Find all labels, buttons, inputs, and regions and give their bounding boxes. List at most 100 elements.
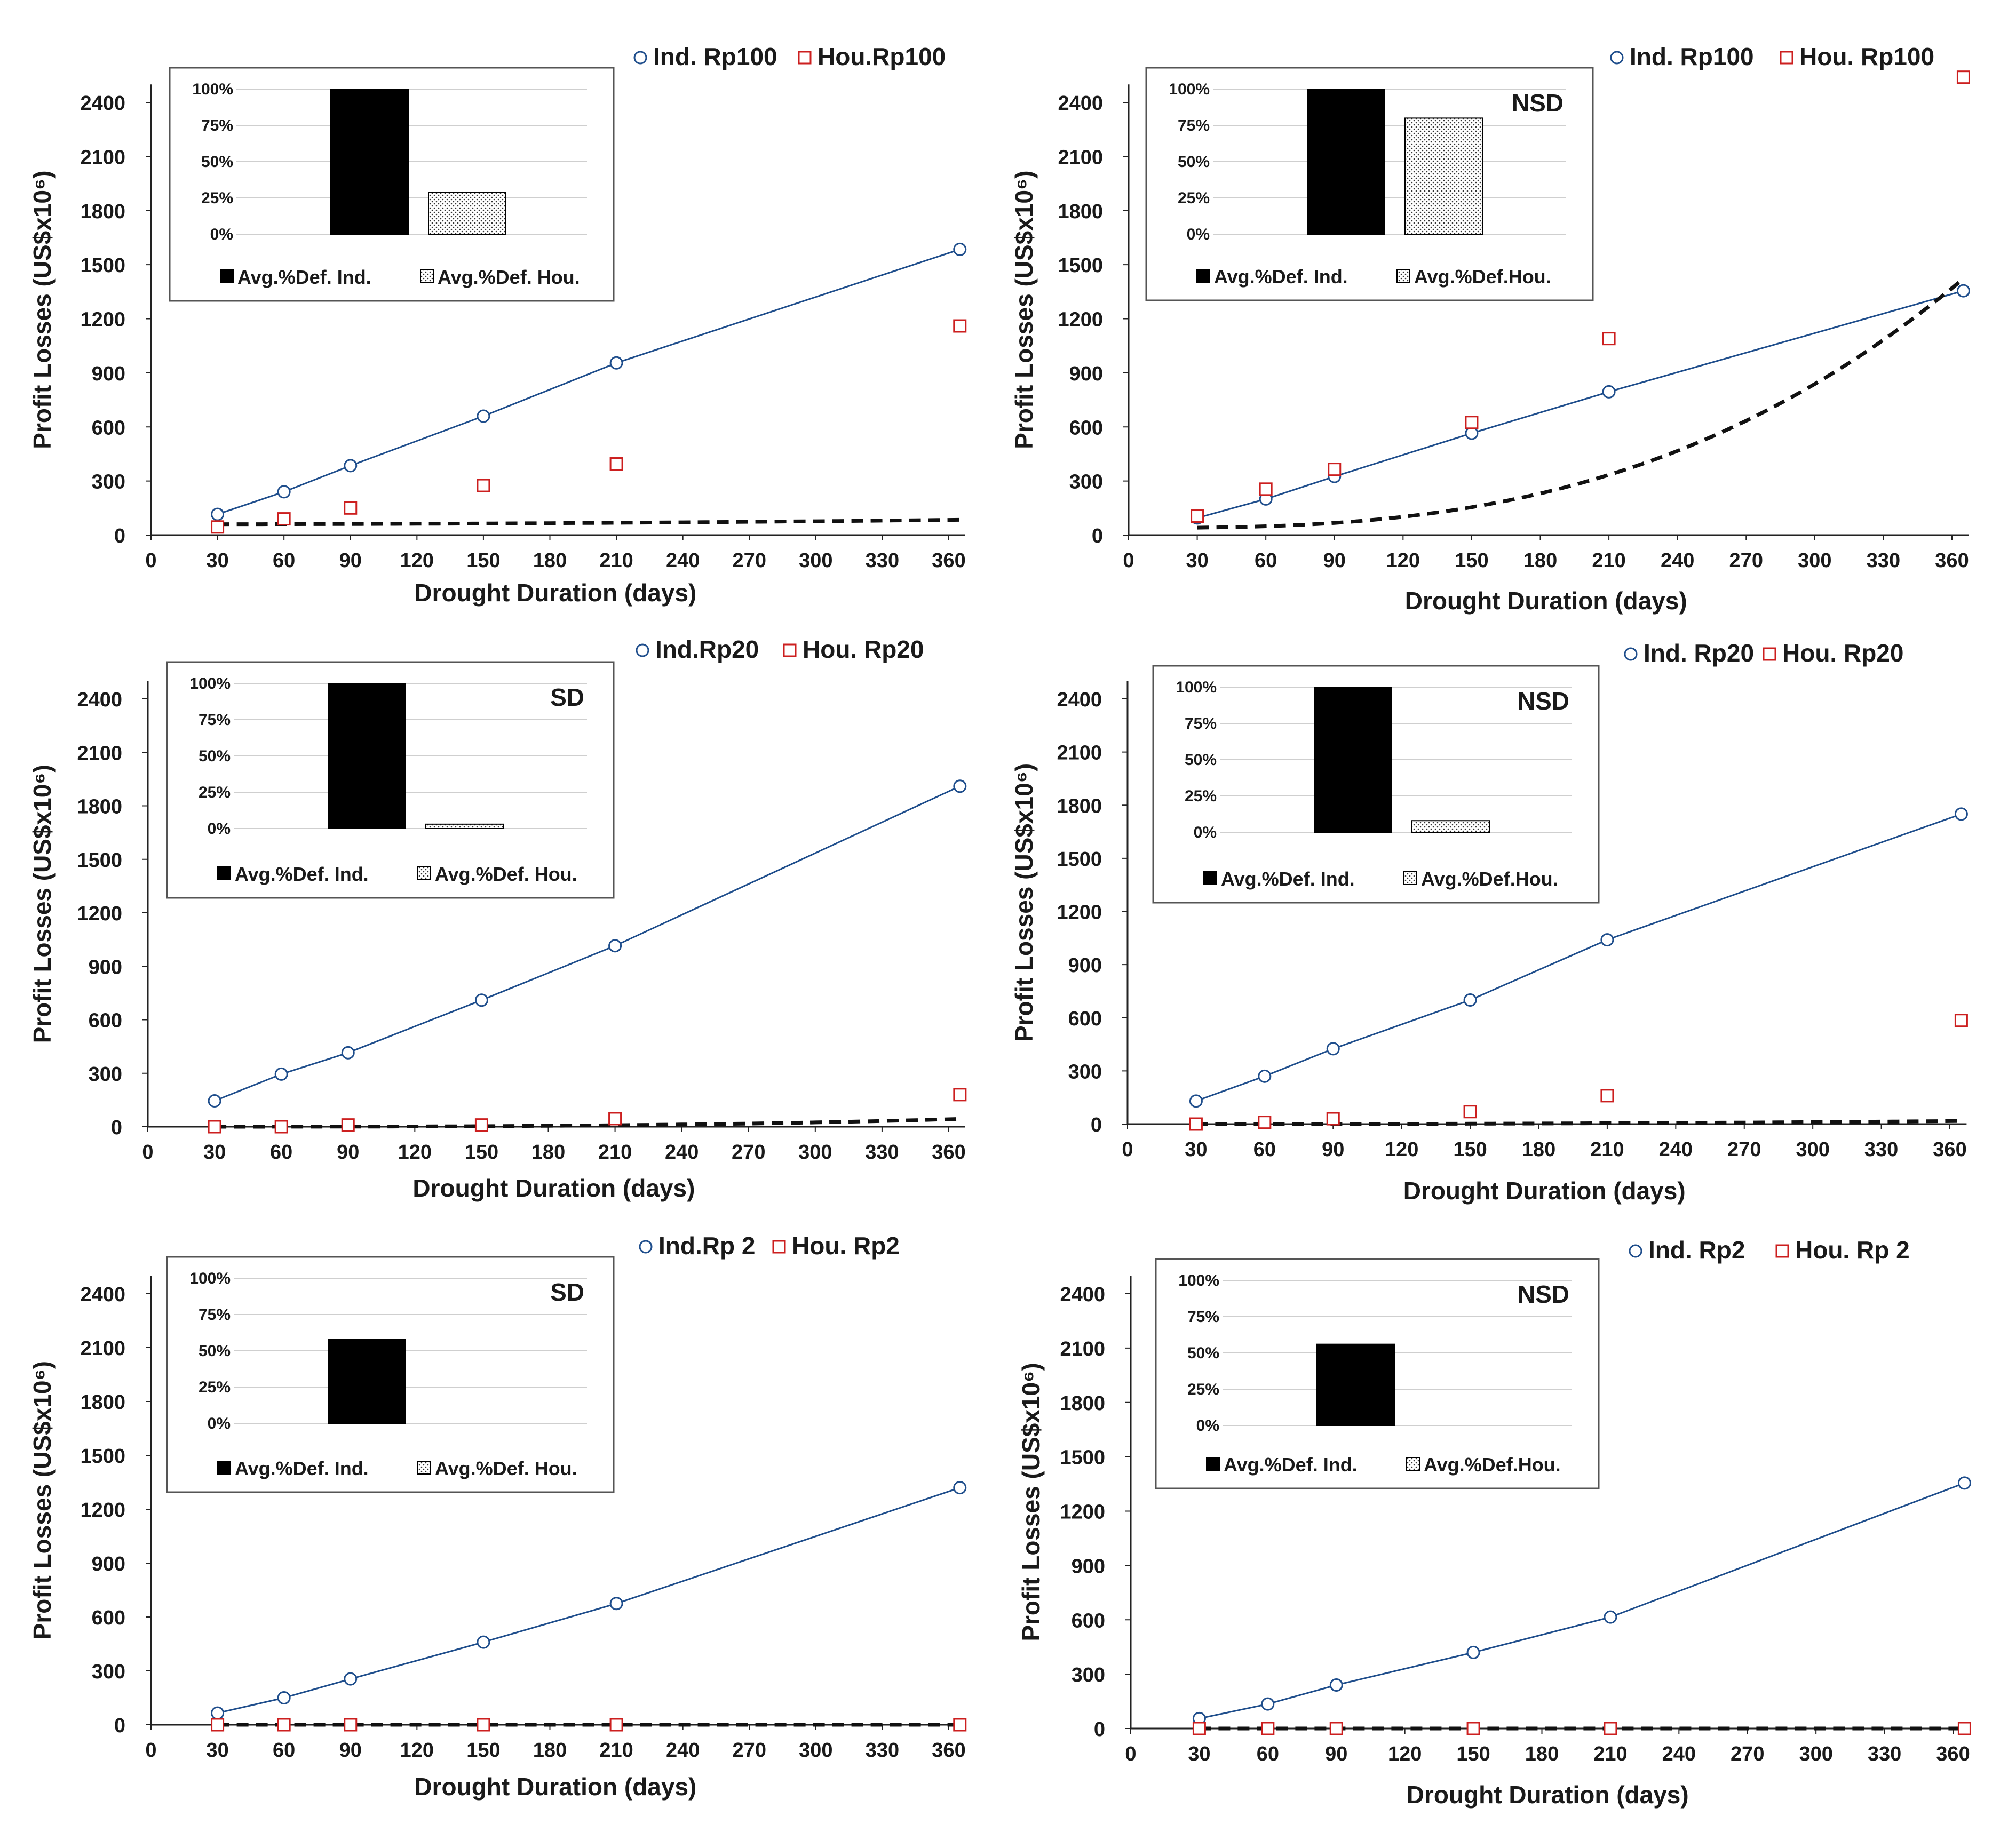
x-tick-label: 180 bbox=[1522, 1138, 1555, 1161]
y-tick-label: 2100 bbox=[1060, 1338, 1105, 1360]
inset-tick-label: 25% bbox=[199, 1379, 231, 1396]
legend-marker bbox=[1780, 51, 1793, 65]
inset-tag: NSD bbox=[1512, 89, 1564, 117]
data-point bbox=[277, 485, 291, 499]
x-tick-label: 360 bbox=[1935, 549, 1969, 572]
inset-tick-label: 75% bbox=[1187, 1308, 1219, 1326]
x-axis-label: Drought Duration (days) bbox=[414, 579, 696, 607]
x-tick-label: 120 bbox=[1385, 1138, 1418, 1161]
data-point bbox=[609, 356, 623, 370]
x-tick-label: 120 bbox=[1386, 549, 1420, 572]
y-tick-label: 900 bbox=[1068, 954, 1102, 977]
x-tick-label: 150 bbox=[1455, 549, 1488, 572]
trend-line bbox=[1197, 277, 1965, 530]
inset-bar-chart: 0% 25% 50% 75% 100% Avg.%Def. Ind. Avg.%Def. H… bbox=[169, 67, 615, 302]
data-point bbox=[609, 1718, 623, 1732]
x-tick-label: 300 bbox=[799, 549, 832, 572]
inset-bar bbox=[330, 89, 409, 235]
inset-tag: NSD bbox=[1518, 687, 1569, 715]
inset-legend-swatch bbox=[417, 1461, 431, 1475]
x-tick-label: 120 bbox=[400, 549, 434, 572]
inset-legend-label: Avg.%Def. Ind. bbox=[1224, 1454, 1358, 1476]
inset-bar-chart: 0% 25% 50% 75% 100% SD Avg.%Def. Ind. Avg.%Def.… bbox=[166, 1256, 615, 1493]
inset-bar bbox=[1314, 687, 1392, 833]
legend-label: Hou. Rp20 bbox=[1782, 639, 1903, 667]
inset-tick-label: 50% bbox=[1187, 1344, 1219, 1362]
data-point bbox=[1326, 1112, 1340, 1126]
inset-legend-label: Avg.%Def. Ind. bbox=[1214, 266, 1348, 288]
legend-label: Ind.Rp 2 bbox=[658, 1232, 755, 1260]
x-axis-label: Drought Duration (days) bbox=[1403, 1177, 1686, 1205]
data-point bbox=[211, 1706, 225, 1720]
inset-legend-label: Avg.%Def. Ind. bbox=[1221, 868, 1355, 890]
y-tick-label: 2400 bbox=[1057, 689, 1102, 711]
inset-tick-label: 25% bbox=[1185, 787, 1217, 805]
data-point bbox=[1329, 1722, 1343, 1735]
data-point bbox=[277, 1718, 291, 1732]
legend-marker bbox=[639, 1240, 653, 1254]
inset-tick-label: 75% bbox=[199, 711, 231, 729]
data-point bbox=[208, 1094, 221, 1108]
data-point bbox=[1954, 807, 1968, 821]
data-point bbox=[608, 939, 622, 953]
x-tick-label: 300 bbox=[799, 1739, 832, 1762]
inset-tick-label: 100% bbox=[1178, 1272, 1219, 1289]
y-tick-label: 300 bbox=[1072, 1664, 1105, 1686]
chart-panel-top-right: 0 30 60 90 120 150 180 210 240 270 300 330 360 0 300 60… bbox=[1010, 43, 1970, 615]
data-point bbox=[1604, 1610, 1617, 1624]
y-tick-label: 600 bbox=[92, 417, 125, 439]
chart-panel-top-left: 0 30 60 90 120 150 180 210 240 270 300 330 360 0 300 60… bbox=[28, 43, 967, 607]
inset-legend-swatch bbox=[417, 866, 431, 880]
inset-tick-label: 75% bbox=[199, 1306, 231, 1324]
inset-tick-label: 25% bbox=[1187, 1381, 1219, 1398]
x-tick-label: 360 bbox=[932, 1141, 965, 1164]
data-point bbox=[1258, 1069, 1272, 1083]
data-point bbox=[1956, 284, 1970, 298]
y-tick-label: 1800 bbox=[77, 796, 122, 818]
legend-label: Hou. Rp 2 bbox=[1795, 1236, 1910, 1264]
y-tick-label: 0 bbox=[1094, 1718, 1105, 1741]
data-point bbox=[609, 1597, 623, 1611]
chart-panel-middle-right: 0 30 60 90 120 150 180 210 240 270 300 330 360 0 300 60… bbox=[1010, 639, 1968, 1205]
y-tick-label: 1500 bbox=[1060, 1447, 1105, 1469]
x-tick-label: 210 bbox=[599, 549, 633, 572]
inset-legend-label: Avg.%Def. Ind. bbox=[237, 266, 371, 288]
y-tick-label: 1200 bbox=[80, 1499, 125, 1522]
inset-legend-label: Avg.%Def.Hou. bbox=[1414, 266, 1551, 288]
x-tick-label: 330 bbox=[866, 1739, 899, 1762]
inset-tick-label: 50% bbox=[199, 1342, 231, 1360]
series-line bbox=[217, 1487, 961, 1714]
data-point bbox=[277, 1691, 291, 1704]
data-point bbox=[477, 479, 490, 492]
y-tick-label: 1500 bbox=[1058, 254, 1103, 277]
inset-bar bbox=[425, 823, 504, 829]
x-tick-label: 90 bbox=[339, 549, 362, 572]
inset-tick-label: 50% bbox=[199, 747, 231, 765]
x-tick-label: 60 bbox=[273, 1739, 295, 1762]
data-point bbox=[211, 507, 225, 521]
legend-marker bbox=[1775, 1244, 1789, 1258]
x-tick-label: 240 bbox=[666, 549, 700, 572]
x-tick-label: 180 bbox=[533, 549, 567, 572]
legend-label: Ind. Rp2 bbox=[1648, 1236, 1745, 1264]
x-tick-label: 150 bbox=[1456, 1743, 1490, 1765]
data-point bbox=[1189, 1117, 1203, 1131]
y-tick-label: 2400 bbox=[80, 1284, 125, 1306]
legend-marker bbox=[1763, 647, 1776, 661]
x-tick-label: 120 bbox=[400, 1739, 434, 1762]
inset-legend-swatch bbox=[217, 866, 231, 880]
inset-legend-label: Avg.%Def. Hou. bbox=[435, 863, 577, 885]
x-tick-label: 180 bbox=[1523, 549, 1557, 572]
x-tick-label: 270 bbox=[1729, 549, 1763, 572]
x-tick-label: 240 bbox=[1659, 1138, 1693, 1161]
y-tick-label: 1800 bbox=[1060, 1392, 1105, 1415]
inset-bar bbox=[328, 683, 406, 829]
x-axis-label: Drought Duration (days) bbox=[414, 1773, 696, 1801]
data-point bbox=[277, 512, 291, 526]
data-point bbox=[953, 779, 967, 793]
inset-tick-label: 100% bbox=[192, 81, 233, 98]
inset-legend-swatch bbox=[1403, 871, 1417, 885]
inset-legend-swatch bbox=[220, 269, 234, 283]
data-point bbox=[1957, 1722, 1971, 1735]
